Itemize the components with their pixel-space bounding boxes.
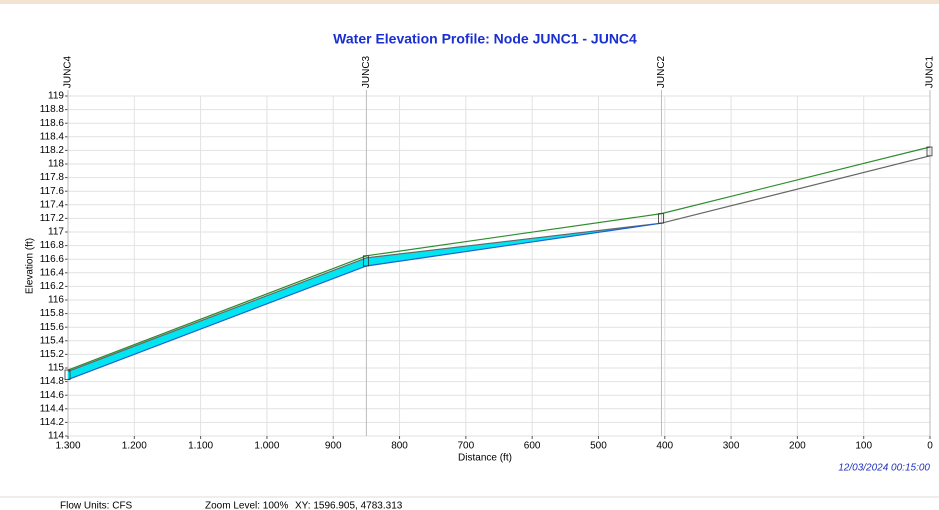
- profile-line: [67, 155, 931, 372]
- x-tick-label: 100: [855, 441, 872, 452]
- node-label: JUNC4: [63, 55, 74, 88]
- node-box: [658, 213, 664, 224]
- y-tick-label: 115.2: [40, 349, 65, 360]
- y-tick-label: 115.6: [40, 322, 65, 333]
- y-tick-label: 114.6: [40, 390, 65, 401]
- x-tick-label: 600: [524, 441, 541, 452]
- y-tick-label: 116.6: [40, 254, 65, 265]
- y-tick-label: 114.4: [40, 403, 65, 414]
- y-tick-label: 114: [48, 431, 64, 442]
- y-tick-label: 114.8: [40, 376, 65, 387]
- y-tick-label: 118.2: [40, 145, 65, 156]
- y-tick-label: 117.2: [40, 213, 65, 224]
- x-axis-label: Distance (ft): [458, 453, 512, 464]
- node-label: JUNC2: [656, 55, 667, 88]
- plot-frame: [67, 95, 931, 437]
- node-box: [64, 369, 71, 380]
- x-tick-label: 0: [927, 441, 933, 452]
- y-tick-label: 118: [48, 159, 64, 170]
- y-tick-label: 117: [48, 227, 64, 238]
- y-tick-label: 118.4: [40, 131, 65, 142]
- x-tick-label: 400: [656, 441, 673, 452]
- node-box: [362, 255, 369, 267]
- y-tick-label: 116.2: [40, 281, 65, 292]
- y-tick-label: 116.8: [40, 240, 65, 251]
- x-tick-label: 1.000: [254, 441, 279, 452]
- timestamp: 12/03/2024 00:15:00: [838, 463, 930, 474]
- node-label: JUNC3: [361, 55, 372, 88]
- x-tick-label: 800: [391, 441, 408, 452]
- x-tick-label: 700: [458, 441, 475, 452]
- x-tick-label: 1.200: [122, 441, 147, 452]
- x-tick-label: 900: [325, 441, 342, 452]
- toolbar-strip: [0, 0, 939, 4]
- y-axis-label: Elevation (ft): [25, 238, 36, 294]
- y-tick-label: 114.2: [40, 417, 65, 428]
- status-text: Zoom Level: 100%: [205, 501, 288, 510]
- x-tick-label: 1.300: [55, 441, 80, 452]
- water-fill: [68, 223, 662, 380]
- y-tick-label: 117.6: [40, 186, 65, 197]
- y-tick-label: 115.4: [40, 335, 65, 346]
- status-text: Flow Units: CFS: [60, 501, 133, 510]
- status-text: XY: 1596.905, 4783.313: [295, 501, 403, 510]
- y-tick-label: 119: [48, 91, 64, 102]
- y-tick-label: 115: [48, 363, 64, 374]
- y-tick-label: 116: [48, 295, 64, 306]
- node-label: JUNC1: [925, 55, 936, 88]
- profile-line: [67, 146, 931, 371]
- profile-line: [67, 222, 662, 381]
- x-tick-label: 200: [789, 441, 806, 452]
- y-tick-label: 118.8: [40, 104, 65, 115]
- y-tick-label: 117.8: [40, 172, 65, 183]
- x-tick-label: 500: [590, 441, 607, 452]
- x-tick-label: 300: [723, 441, 740, 452]
- chart-title: Water Elevation Profile: Node JUNC1 - JU…: [333, 31, 637, 47]
- y-tick-label: 115.8: [40, 308, 65, 319]
- y-tick-label: 116.4: [40, 267, 65, 278]
- y-tick-label: 118.6: [40, 118, 65, 129]
- node-box: [926, 146, 933, 157]
- y-tick-label: 117.4: [40, 199, 65, 210]
- x-tick-label: 1.100: [188, 441, 213, 452]
